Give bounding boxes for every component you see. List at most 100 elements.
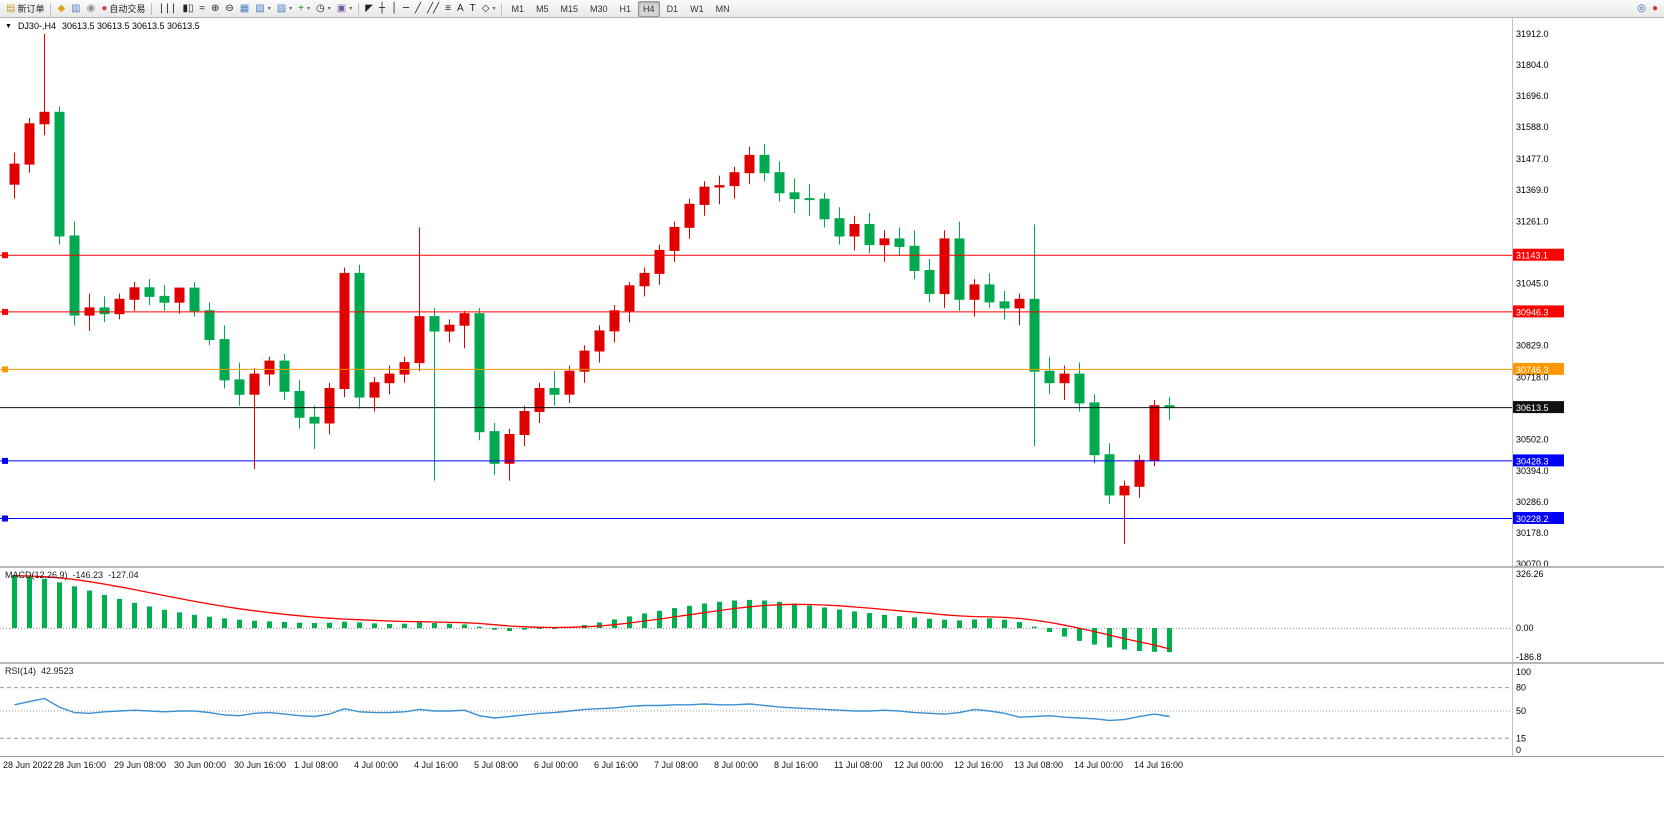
symbol-dropdown-icon[interactable]: ▼ — [5, 22, 12, 30]
candle-body — [804, 198, 815, 201]
channel-button[interactable]: ╱╱ — [424, 1, 442, 16]
macd-bar — [492, 628, 497, 630]
toolbar-separator — [358, 2, 360, 15]
candle-body — [759, 154, 770, 174]
price-tick-label: 31045.0 — [1516, 279, 1549, 289]
candle-body — [9, 163, 20, 185]
price-tick-label: 31696.0 — [1516, 91, 1549, 101]
candle-body — [294, 390, 305, 418]
macd-bar — [732, 600, 737, 628]
macd-bar — [87, 590, 92, 628]
price-chart[interactable]: 31143.1 30946.3 30746.3 30613.5 30428.3 30228… — [0, 18, 1664, 566]
text-button[interactable]: A — [454, 1, 467, 16]
panel-splitter-macd[interactable] — [0, 566, 1664, 568]
new-chart-button[interactable]: ▧ ▾ — [252, 1, 273, 16]
timeframe-d1[interactable]: D1 — [666, 3, 679, 14]
price-badge — [1513, 248, 1564, 261]
macd-bar — [537, 628, 542, 629]
tile-windows-button[interactable]: ▦ — [237, 1, 252, 16]
candles-layer — [9, 34, 1175, 544]
zoom-in-button[interactable]: ⊕ — [208, 1, 222, 16]
macd-chart[interactable]: 326.26 0.00 -186.8 — [0, 568, 1664, 662]
time-label: 30 Jun 16:00 — [234, 760, 287, 770]
timeframe-m30[interactable]: M30 — [590, 3, 608, 14]
zoom-out-button[interactable]: ⊖ — [222, 1, 236, 16]
time-axis[interactable]: 28 Jun 2022 28 Jun 16:00 29 Jun 08:00 30 Ju… — [0, 756, 1664, 775]
candle-body — [684, 203, 695, 228]
candle-body — [519, 411, 530, 435]
vertical-line-button[interactable]: │ — [388, 1, 400, 16]
periods-button[interactable]: ◷ ▾ — [313, 1, 334, 16]
timeframe-w1[interactable]: W1 — [690, 3, 704, 14]
line-chart-icon: ≈ — [199, 2, 206, 14]
price-tick-label: 30070.0 — [1516, 559, 1549, 566]
toolbar-separator — [151, 2, 153, 15]
market-watch-icon: ◉ — [86, 2, 96, 14]
time-label: 14 Jul 16:00 — [1134, 760, 1184, 770]
search-icon: ◎ — [1637, 2, 1646, 14]
crosshair-button[interactable]: ┼ — [376, 1, 388, 16]
clock-icon: ◷ — [316, 2, 325, 14]
profiles-button[interactable]: ▨ ▾ — [274, 1, 295, 16]
panel-splitter-rsi[interactable] — [0, 662, 1664, 664]
candle-body — [744, 154, 755, 174]
horizontal-line-button[interactable]: ─ — [400, 1, 412, 16]
fibonacci-button[interactable]: ≡ — [442, 1, 454, 16]
time-label: 11 Jul 08:00 — [834, 760, 883, 770]
cursor-button[interactable]: ◤ — [362, 1, 376, 16]
timeframe-h4[interactable]: H4 — [638, 0, 660, 17]
line-chart-button[interactable]: ≈ — [197, 1, 209, 16]
price-tick-label: 30718.0 — [1516, 373, 1549, 383]
new-order-icon: ▤ — [6, 2, 16, 14]
macd-bar — [702, 603, 707, 628]
market-watch-button[interactable]: ◉ — [84, 1, 99, 16]
macd-bar — [207, 616, 212, 628]
macd-bar — [1167, 628, 1172, 653]
candle-body — [414, 316, 425, 364]
price-badge-label: 30428.3 — [1516, 456, 1549, 466]
price-badge-label: 30613.5 — [1516, 403, 1549, 413]
macd-bar — [807, 605, 812, 628]
candle-body — [204, 310, 215, 341]
timeframe-m1[interactable]: M1 — [511, 3, 524, 14]
arrows-button[interactable]: ◇ ▾ — [479, 1, 499, 16]
candlestick-chart-button[interactable]: ▮▯ — [179, 1, 196, 16]
macd-bar — [1032, 626, 1037, 628]
timeframe-m5[interactable]: M5 — [535, 3, 549, 14]
macd-bar — [522, 628, 527, 630]
price-badge — [1513, 512, 1564, 524]
candle-body — [969, 284, 980, 300]
favorites-button[interactable]: ◆ — [54, 1, 68, 16]
macd-bar — [717, 601, 722, 628]
new-order-button[interactable]: ▤ 新订单 — [3, 1, 47, 16]
notification-badge[interactable]: ● — [1649, 1, 1661, 16]
rsi-chart[interactable]: 100 80 50 15 0 — [0, 664, 1664, 756]
macd-bar — [1047, 628, 1052, 632]
candle-body — [459, 313, 470, 326]
auto-trading-button[interactable]: ● 自动交易 — [98, 1, 148, 16]
rsi-name: RSI(14) — [5, 666, 37, 676]
text-label-button[interactable]: T — [467, 1, 479, 16]
macd-tick-label: -186.8 — [1516, 652, 1542, 662]
toolbar-separator — [50, 2, 52, 15]
timeframe-mn[interactable]: MN — [715, 3, 730, 14]
bar-chart-button[interactable]: ||| — [155, 1, 179, 16]
timeframe-h1[interactable]: H1 — [619, 3, 632, 14]
charts-button[interactable]: ▥ — [68, 1, 83, 16]
timeframe-m15[interactable]: M15 — [560, 3, 579, 14]
rsi-tick-label: 100 — [1516, 667, 1531, 677]
candle-body — [714, 185, 725, 188]
macd-bar — [42, 579, 47, 628]
indicators-button[interactable]: + ▾ — [295, 1, 313, 16]
search-button[interactable]: ◎ — [1634, 1, 1649, 16]
candle-body — [114, 298, 125, 315]
templates-button[interactable]: ▣ ▾ — [334, 1, 355, 16]
trendline-button[interactable]: ╱ — [412, 1, 424, 16]
macd-bar — [867, 613, 872, 628]
candle-body — [1074, 373, 1085, 404]
macd-main-value: -146.23 — [72, 570, 104, 580]
macd-bar — [267, 621, 272, 628]
candle-body — [924, 270, 935, 294]
fibonacci-icon: ≡ — [445, 2, 451, 14]
horizontal-line-icon: ─ — [403, 2, 410, 14]
